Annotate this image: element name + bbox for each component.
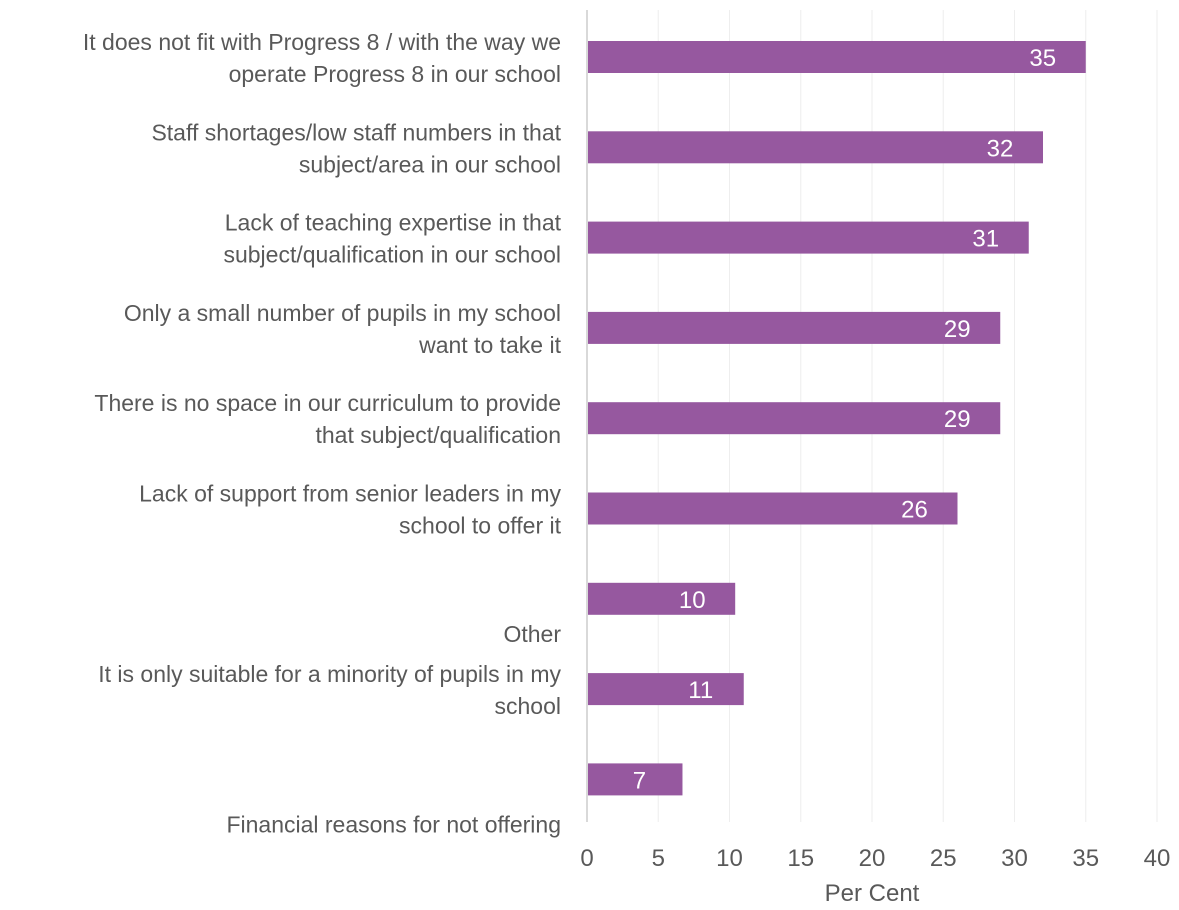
x-tick-label: 0 xyxy=(580,845,593,872)
data-label: 29 xyxy=(944,316,971,343)
category-label-line: Lack of support from senior leaders in m… xyxy=(139,481,561,507)
data-label: 7 xyxy=(633,767,646,794)
data-label: 11 xyxy=(688,677,713,704)
x-tick-label: 25 xyxy=(930,845,957,872)
category-label-line: want to take it xyxy=(418,332,562,358)
x-tick-label: 35 xyxy=(1072,845,1099,872)
category-label-line: It does not fit with Progress 8 / with t… xyxy=(83,29,561,55)
bar xyxy=(587,131,1043,164)
bar xyxy=(587,402,1001,435)
x-tick-label: 15 xyxy=(787,845,814,872)
category-label-line: Only a small number of pupils in my scho… xyxy=(124,300,561,326)
category-label: Lack of teaching expertise in that subjec… xyxy=(223,210,561,268)
data-label: 32 xyxy=(987,135,1014,162)
bar xyxy=(587,673,744,706)
category-label: Only a small number of pupils in my scho… xyxy=(124,300,562,358)
category-label: Lack of support from senior leaders in m… xyxy=(139,481,561,539)
x-tick-label: 20 xyxy=(859,845,886,872)
category-label: There is no space in our curriculum to p… xyxy=(94,390,561,448)
data-label: 10 xyxy=(679,587,706,614)
category-label: It does not fit with Progress 8 / with t… xyxy=(83,29,561,87)
data-label: 29 xyxy=(944,406,971,433)
category-label-line: Other xyxy=(503,621,561,647)
category-label: Financial reasons for not offering xyxy=(226,811,561,837)
category-label-line: subject/area in our school xyxy=(299,151,561,177)
category-label-line: school xyxy=(495,693,561,719)
category-label: Other xyxy=(503,621,561,647)
data-label: 26 xyxy=(901,497,928,524)
x-tick-label: 10 xyxy=(716,845,743,872)
x-tick-label: 30 xyxy=(1001,845,1028,872)
category-label-line: school to offer it xyxy=(399,513,562,539)
category-label-line: Financial reasons for not offering xyxy=(226,811,561,837)
bar xyxy=(587,582,736,615)
category-label-line: It is only suitable for a minority of pu… xyxy=(98,661,561,687)
x-tick-label: 5 xyxy=(652,845,665,872)
bar xyxy=(587,41,1086,73)
category-labels: It does not fit with Progress 8 / with t… xyxy=(83,29,562,837)
data-label: 35 xyxy=(1029,45,1056,72)
category-label-line: Staff shortages/low staff numbers in tha… xyxy=(151,119,561,145)
category-label-line: that subject/qualification xyxy=(316,422,562,448)
category-label-line: operate Progress 8 in our school xyxy=(229,61,561,87)
bar xyxy=(587,221,1029,254)
x-tick-label: 40 xyxy=(1144,845,1171,872)
category-label-line: Lack of teaching expertise in that xyxy=(225,210,562,236)
bar xyxy=(587,492,958,525)
bars xyxy=(587,41,1086,796)
bar xyxy=(587,311,1001,344)
category-label-line: There is no space in our curriculum to p… xyxy=(94,390,561,416)
data-labels: 35 32 31 29 29 26 10 11 7 xyxy=(633,45,1056,794)
category-label-line: subject/qualification in our school xyxy=(223,242,561,268)
category-label: Staff shortages/low staff numbers in tha… xyxy=(151,119,561,177)
category-label: It is only suitable for a minority of pu… xyxy=(98,661,561,719)
x-tick-labels: 0 5 10 15 20 25 30 35 40 xyxy=(580,845,1170,872)
x-axis-title: Per Cent xyxy=(825,880,920,907)
bar xyxy=(587,763,683,796)
data-label: 31 xyxy=(972,226,999,253)
